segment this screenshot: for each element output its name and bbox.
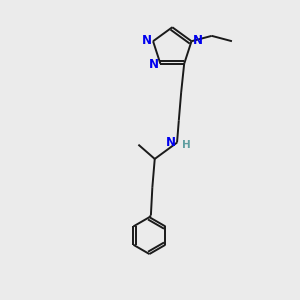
Text: H: H — [182, 140, 190, 150]
Text: N: N — [166, 136, 176, 149]
Text: N: N — [193, 34, 202, 47]
Text: N: N — [142, 34, 152, 47]
Text: N: N — [149, 58, 159, 71]
